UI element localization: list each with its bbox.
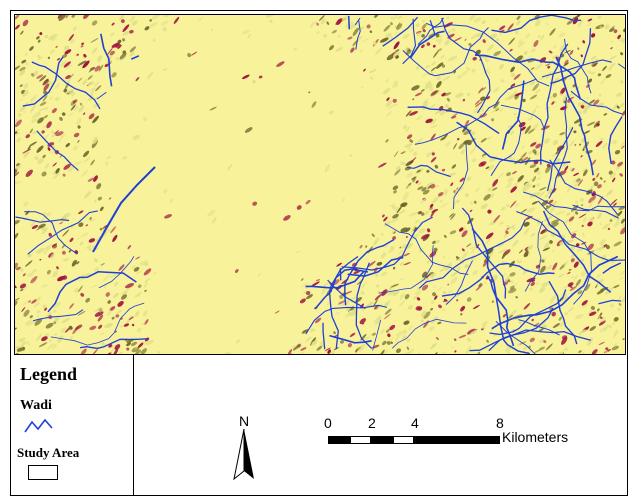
scale-bar: 0 2 4 8 Kilometers [328,415,598,455]
scale-segment-4 [393,436,414,444]
scale-tick-2: 2 [368,415,376,431]
scale-segment-3 [371,436,393,444]
legend-box: Legend Wadi Study Area [10,355,134,496]
legend-title: Legend [20,364,77,385]
scale-units-label: Kilometers [502,429,568,445]
scale-tick-0: 0 [324,415,332,431]
north-arrow-icon [233,429,255,499]
study-area-rectangle-icon [28,465,58,480]
scale-tick-4: 4 [411,415,419,431]
scale-segment-5 [414,436,500,444]
wadi-line [349,16,350,29]
wadi-line-icon [24,417,54,435]
legend-item-study-area-label: Study Area [17,445,79,461]
scale-segment-1 [328,436,350,444]
terrain-map-image [15,15,626,355]
map-footer-panel: Legend Wadi Study Area N 0 2 4 8 Kilomet… [10,355,628,496]
legend-item-wadi-label: Wadi [20,398,52,414]
north-label: N [234,413,254,429]
map-view [14,14,626,355]
scale-segment-2 [350,436,371,444]
